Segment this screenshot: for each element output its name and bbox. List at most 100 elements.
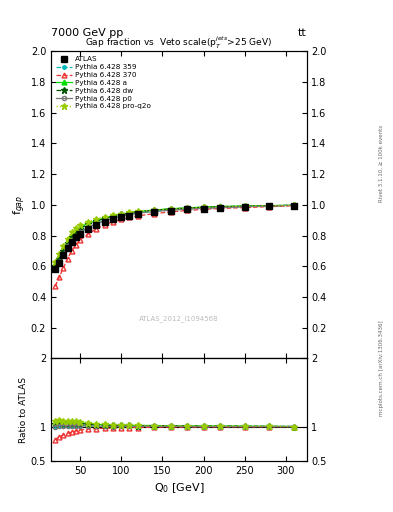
Pythia 6.428 p0 — [86, 224, 90, 230]
ATLAS — [201, 205, 206, 212]
Pythia 6.428 p0 — [119, 213, 123, 219]
Pythia 6.428 370 — [94, 226, 99, 232]
Pythia 6.428 359 — [135, 210, 140, 216]
Line: Pythia 6.428 a: Pythia 6.428 a — [53, 203, 297, 267]
Pythia 6.428 p0 — [61, 251, 66, 257]
Pythia 6.428 359 — [77, 229, 82, 236]
Pythia 6.428 370 — [135, 213, 140, 219]
Pythia 6.428 370 — [127, 215, 132, 221]
Pythia 6.428 359 — [201, 205, 206, 211]
Text: tt: tt — [298, 28, 307, 38]
Pythia 6.428 359 — [110, 215, 115, 221]
Pythia 6.428 pro-q2o — [168, 206, 173, 212]
Pythia 6.428 p0 — [185, 206, 189, 212]
Pythia 6.428 370 — [86, 231, 90, 237]
Pythia 6.428 pro-q2o — [53, 259, 57, 265]
Pythia 6.428 359 — [218, 204, 222, 210]
Pythia 6.428 359 — [73, 232, 78, 239]
Pythia 6.428 a — [135, 208, 140, 215]
Pythia 6.428 a — [152, 207, 156, 213]
Pythia 6.428 p0 — [94, 221, 99, 227]
Y-axis label: f$_{gap}$: f$_{gap}$ — [12, 195, 28, 215]
Pythia 6.428 359 — [119, 213, 123, 219]
Text: mcplots.cern.ch [arXiv:1306.3436]: mcplots.cern.ch [arXiv:1306.3436] — [379, 321, 384, 416]
Pythia 6.428 359 — [94, 221, 99, 227]
Pythia 6.428 pro-q2o — [94, 216, 99, 222]
Pythia 6.428 p0 — [110, 215, 115, 221]
Pythia 6.428 a — [86, 221, 90, 227]
Pythia 6.428 359 — [69, 237, 74, 243]
Pythia 6.428 dw — [168, 206, 173, 212]
ATLAS — [57, 260, 62, 266]
Pythia 6.428 359 — [168, 207, 173, 213]
Pythia 6.428 370 — [65, 255, 70, 262]
Pythia 6.428 370 — [77, 237, 82, 243]
Pythia 6.428 a — [267, 202, 272, 209]
Pythia 6.428 a — [119, 211, 123, 217]
Pythia 6.428 dw — [267, 203, 272, 209]
ATLAS — [135, 211, 140, 217]
Pythia 6.428 dw — [242, 203, 247, 209]
Pythia 6.428 359 — [152, 208, 156, 215]
Pythia 6.428 pro-q2o — [135, 208, 140, 215]
Legend: ATLAS, Pythia 6.428 359, Pythia 6.428 370, Pythia 6.428 a, Pythia 6.428 dw, Pyth: ATLAS, Pythia 6.428 359, Pythia 6.428 37… — [55, 55, 152, 111]
Pythia 6.428 370 — [292, 203, 297, 209]
Pythia 6.428 370 — [69, 248, 74, 254]
Pythia 6.428 p0 — [69, 237, 74, 243]
Pythia 6.428 dw — [185, 205, 189, 211]
Pythia 6.428 370 — [61, 265, 66, 271]
Text: Rivet 3.1.10, ≥ 100k events: Rivet 3.1.10, ≥ 100k events — [379, 125, 384, 202]
Pythia 6.428 pro-q2o — [127, 209, 132, 216]
Pythia 6.428 a — [94, 218, 99, 224]
ATLAS — [218, 205, 222, 211]
ATLAS — [185, 206, 189, 212]
Text: ATLAS_2012_I1094568: ATLAS_2012_I1094568 — [139, 315, 219, 322]
Pythia 6.428 pro-q2o — [218, 204, 222, 210]
Pythia 6.428 359 — [57, 259, 62, 265]
Pythia 6.428 p0 — [102, 218, 107, 224]
Pythia 6.428 a — [77, 224, 82, 230]
Pythia 6.428 pro-q2o — [77, 222, 82, 228]
Title: Gap fraction vs  Veto scale(p$_T^{jets}$>25 GeV): Gap fraction vs Veto scale(p$_T^{jets}$>… — [85, 35, 272, 51]
Pythia 6.428 p0 — [267, 203, 272, 209]
Pythia 6.428 dw — [127, 210, 132, 216]
ATLAS — [168, 208, 173, 214]
Pythia 6.428 dw — [53, 263, 57, 269]
Pythia 6.428 pro-q2o — [242, 203, 247, 209]
Pythia 6.428 a — [73, 228, 78, 234]
Pythia 6.428 370 — [267, 204, 272, 210]
ATLAS — [242, 204, 247, 210]
Pythia 6.428 dw — [110, 213, 115, 219]
X-axis label: Q$_0$ [GeV]: Q$_0$ [GeV] — [154, 481, 204, 495]
Pythia 6.428 359 — [102, 218, 107, 224]
Pythia 6.428 359 — [185, 206, 189, 212]
Pythia 6.428 359 — [267, 203, 272, 209]
ATLAS — [119, 214, 123, 220]
Line: ATLAS: ATLAS — [52, 203, 297, 272]
Pythia 6.428 dw — [119, 211, 123, 218]
Pythia 6.428 a — [168, 206, 173, 212]
Pythia 6.428 pro-q2o — [65, 236, 70, 242]
Pythia 6.428 pro-q2o — [267, 203, 272, 209]
ATLAS — [53, 266, 57, 272]
Pythia 6.428 pro-q2o — [119, 210, 123, 217]
Pythia 6.428 pro-q2o — [185, 205, 189, 211]
Pythia 6.428 pro-q2o — [102, 214, 107, 220]
Pythia 6.428 370 — [201, 206, 206, 212]
Pythia 6.428 359 — [292, 202, 297, 208]
Pythia 6.428 pro-q2o — [69, 229, 74, 236]
Pythia 6.428 dw — [201, 204, 206, 210]
Pythia 6.428 370 — [73, 242, 78, 248]
Pythia 6.428 dw — [94, 218, 99, 224]
Pythia 6.428 a — [102, 215, 107, 221]
ATLAS — [110, 216, 115, 222]
Pythia 6.428 pro-q2o — [57, 251, 62, 257]
Pythia 6.428 p0 — [127, 211, 132, 218]
ATLAS — [267, 203, 272, 209]
Pythia 6.428 pro-q2o — [292, 202, 297, 208]
Pythia 6.428 pro-q2o — [152, 207, 156, 213]
Pythia 6.428 p0 — [65, 243, 70, 249]
Pythia 6.428 dw — [86, 221, 90, 227]
Pythia 6.428 p0 — [152, 208, 156, 215]
Pythia 6.428 a — [127, 210, 132, 216]
